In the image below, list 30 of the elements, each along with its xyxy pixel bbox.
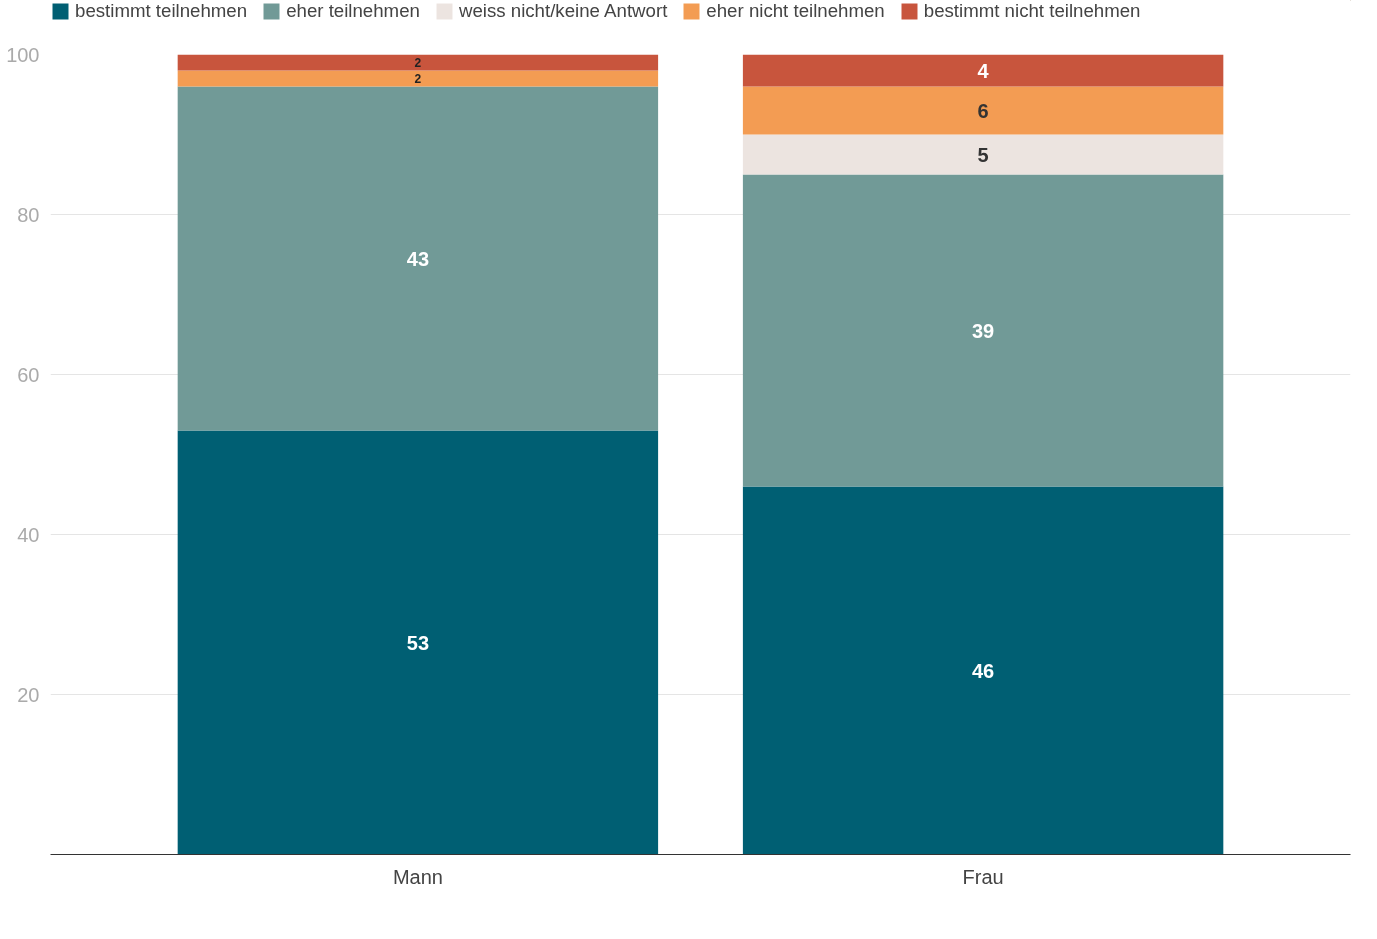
bar [177, 430, 659, 855]
bar [742, 134, 1224, 175]
bar [177, 86, 659, 431]
legend-label: bestimmt nicht teilnehmen [923, 0, 1141, 22]
y-tick-label: 40 [17, 523, 40, 546]
data-label: 39 [971, 319, 995, 342]
y-tick-label: 80 [17, 203, 40, 226]
bar [177, 70, 659, 87]
bar [742, 174, 1224, 487]
x-tick-label: Frau [962, 865, 1004, 888]
legend-label: eher nicht teilnehmen [706, 0, 885, 22]
legend-label: bestimmt teilnehmen [75, 0, 248, 22]
legend-label: weiss nicht/keine Antwort [458, 0, 668, 22]
data-label: 5 [977, 143, 989, 166]
y-tick-label: 100 [6, 43, 40, 66]
data-label: 53 [406, 631, 430, 654]
data-label: 2 [414, 56, 422, 70]
y-tick-label: 20 [17, 683, 40, 706]
bar [177, 54, 659, 71]
bar [742, 86, 1224, 135]
bar [742, 486, 1224, 855]
data-label: 46 [971, 659, 995, 682]
bar [742, 54, 1224, 87]
legend-label: eher teilnehmen [286, 0, 420, 22]
data-label: 2 [414, 72, 422, 86]
data-label: 43 [406, 247, 430, 270]
y-tick-label: 60 [17, 363, 40, 386]
data-label: 4 [977, 59, 990, 82]
data-label: 6 [977, 99, 989, 122]
x-tick-label: Mann [392, 865, 443, 888]
